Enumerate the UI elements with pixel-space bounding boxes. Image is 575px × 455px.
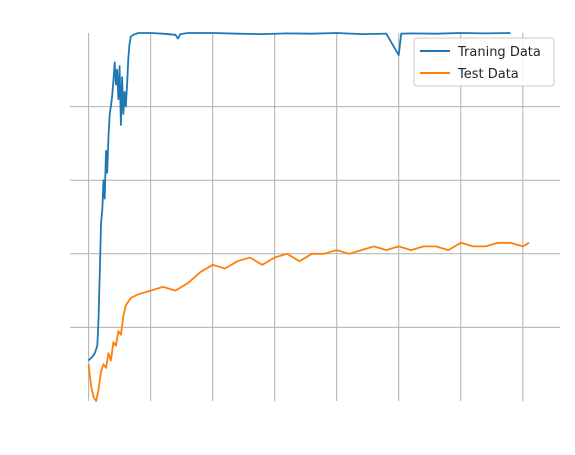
series-line-training [87,32,511,362]
series-lines [87,32,530,402]
grid [70,33,560,401]
legend-label-test: Test Data [457,67,519,82]
legend-label-training: Traning Data [457,45,541,60]
legend: Traning Data Test Data [413,37,555,87]
series-line-test [87,241,530,402]
